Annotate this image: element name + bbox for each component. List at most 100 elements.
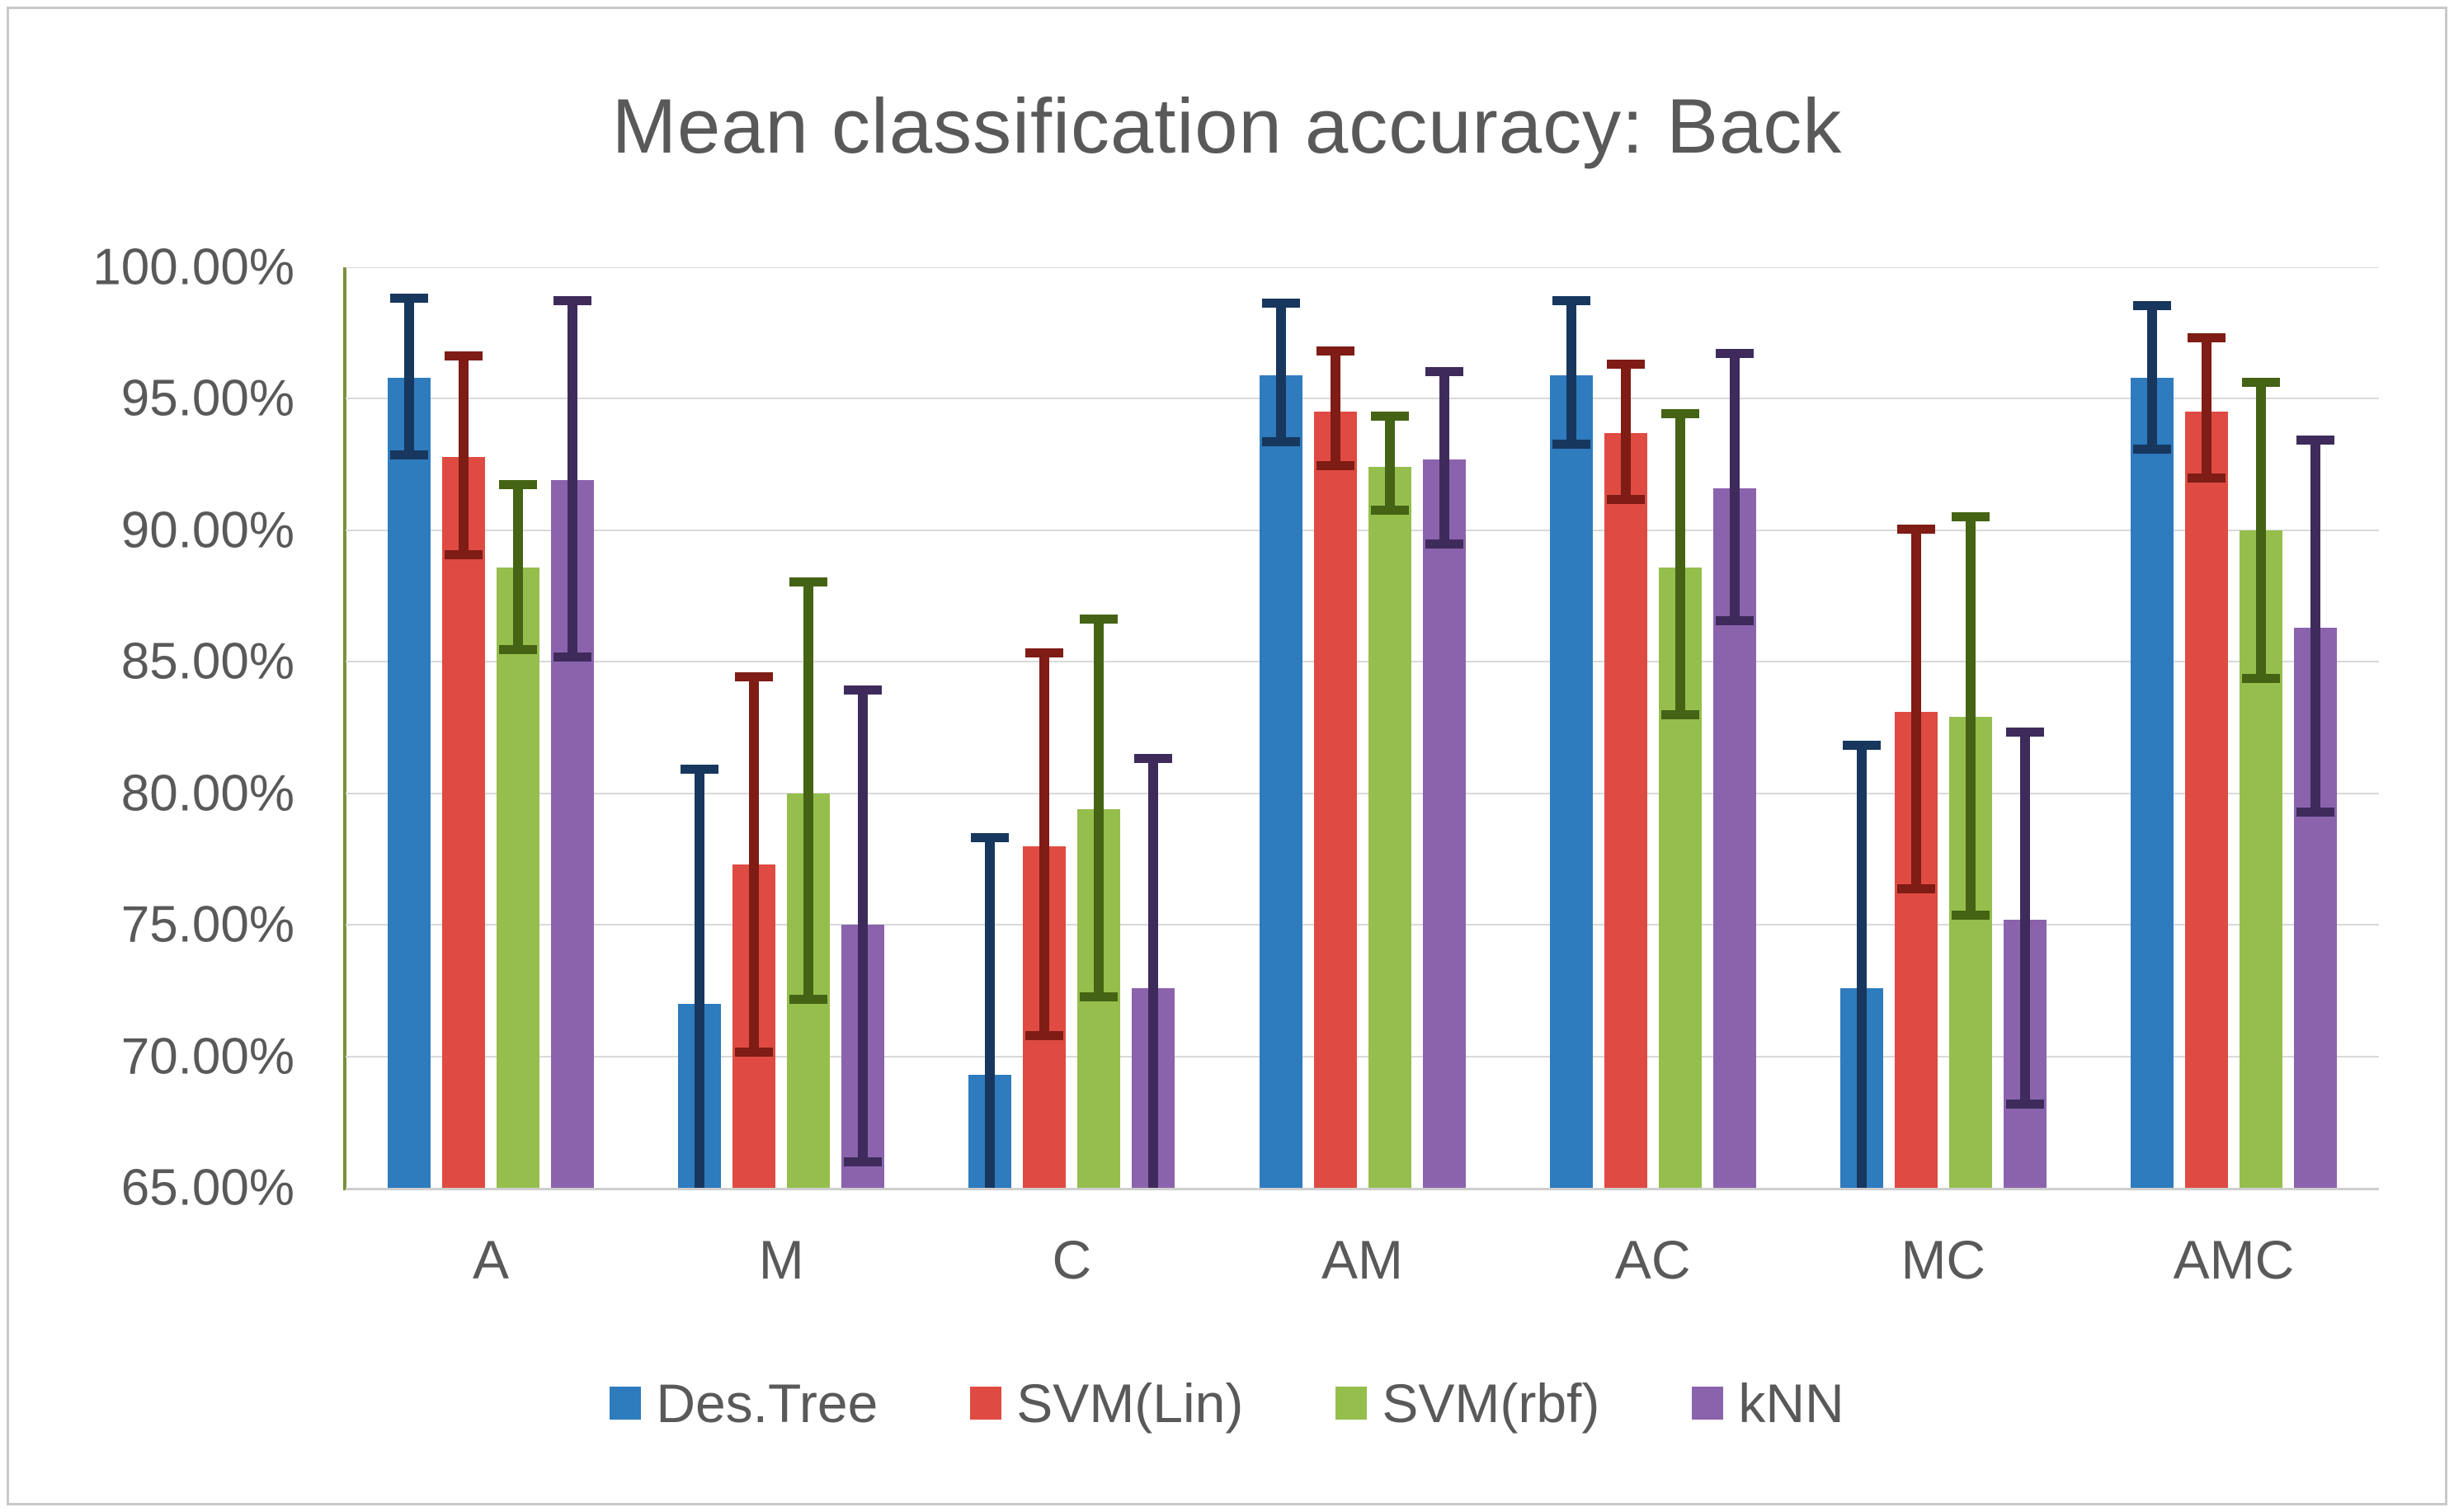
y-tick-label: 80.00%: [120, 765, 294, 822]
error-bar-cap-bottom: [445, 549, 483, 559]
error-bar-cap-bottom: [2005, 1100, 2044, 1109]
legend-label: SVM(rbf): [1382, 1373, 1600, 1434]
error-bar-cap-top: [1261, 299, 1300, 309]
error-bar-line: [2310, 436, 2320, 817]
legend-item-svm-lin-: SVM(Lin): [970, 1372, 1243, 1434]
y-tick-label: 85.00%: [120, 633, 294, 690]
error-bar-cap-bottom: [1552, 440, 1590, 449]
error-bar-line: [695, 764, 705, 1188]
error-bar-cap-bottom: [735, 1047, 774, 1057]
y-tick-label: 65.00%: [120, 1159, 294, 1217]
error-bar-cap-top: [2241, 377, 2280, 387]
error-bar-cap-bottom: [1316, 460, 1354, 470]
bar-svm-rbf--a: [497, 567, 540, 1188]
error-bar-cap-bottom: [1951, 910, 1990, 920]
legend-swatch: [970, 1387, 1002, 1420]
error-bar-line: [513, 480, 524, 654]
error-bar-line: [1039, 648, 1050, 1041]
error-bar-line: [1856, 740, 1867, 1188]
error-bar-cap-bottom: [844, 1157, 883, 1167]
error-bar-cap-top: [2005, 728, 2044, 737]
x-category-label: MC: [1901, 1229, 1986, 1290]
error-bar-cap-top: [1606, 359, 1645, 369]
error-bar-cap-top: [735, 672, 774, 682]
gridline: [346, 398, 2379, 400]
legend-label: kNN: [1738, 1373, 1844, 1434]
plot-area: [346, 267, 2379, 1188]
legend-label: Des.Tree: [656, 1373, 878, 1434]
legend-item-knn: kNN: [1692, 1372, 1844, 1434]
x-category-label: AC: [1614, 1229, 1691, 1290]
y-tick-label: 75.00%: [120, 896, 294, 954]
error-bar-cap-top: [1951, 511, 1990, 521]
x-axis-line: [346, 1188, 2379, 1190]
legend-swatch: [1335, 1387, 1368, 1420]
error-bar-line: [803, 577, 814, 1004]
error-bar-cap-top: [2187, 332, 2226, 342]
y-tick-label: 90.00%: [120, 502, 294, 559]
error-bar-cap-top: [2296, 436, 2334, 445]
legend-swatch: [1692, 1387, 1724, 1420]
error-bar-line: [1384, 412, 1395, 515]
bar-knn-am: [1422, 459, 1466, 1188]
gridline: [346, 529, 2379, 531]
legend-swatch: [610, 1387, 642, 1420]
chart-border: Mean classification accuracy: Back 100.0…: [7, 7, 2447, 1505]
error-bar-line: [749, 672, 760, 1057]
bar-svm-rbf--am: [1368, 467, 1411, 1188]
error-bar-cap-bottom: [2132, 445, 2171, 455]
bar-des-tree-ac: [1549, 374, 1593, 1188]
error-bar-cap-top: [1025, 648, 1064, 658]
error-bar-line: [2146, 301, 2157, 455]
error-bar-cap-top: [1316, 346, 1354, 356]
bar-svm-lin--ac: [1604, 432, 1647, 1188]
bar-des-tree-amc: [2130, 377, 2174, 1188]
error-bar-line: [1439, 367, 1449, 549]
gridline: [346, 267, 2379, 268]
error-bar-line: [459, 351, 469, 559]
error-bar-line: [2201, 332, 2211, 483]
error-bar-cap-bottom: [1370, 505, 1409, 515]
x-category-label: AMC: [2173, 1229, 2295, 1290]
error-bar-cap-top: [971, 832, 1010, 842]
gridline: [346, 1055, 2379, 1057]
error-bar-cap-bottom: [1896, 883, 1935, 893]
legend-item-des-tree: Des.Tree: [610, 1372, 878, 1434]
error-bar-cap-top: [2132, 301, 2171, 311]
error-bar-cap-top: [1842, 740, 1881, 750]
y-tick-label: 70.00%: [120, 1028, 294, 1086]
error-bar-line: [1275, 299, 1286, 446]
error-bar-line: [568, 296, 578, 662]
error-bar-line: [1910, 525, 1921, 893]
error-bar-line: [1729, 348, 1740, 625]
error-bar-cap-bottom: [2187, 473, 2226, 483]
x-category-label: C: [1052, 1229, 1092, 1290]
error-bar-cap-bottom: [390, 450, 429, 459]
error-bar-cap-top: [1715, 348, 1754, 358]
error-bar-line: [1330, 346, 1340, 470]
error-bar-cap-bottom: [1715, 615, 1754, 625]
error-bar-cap-bottom: [1660, 710, 1699, 720]
error-bar-line: [858, 685, 869, 1167]
gridline: [346, 661, 2379, 663]
y-tick-label: 100.00%: [92, 238, 294, 296]
y-axis-line: [343, 267, 346, 1190]
bar-des-tree-am: [1259, 374, 1302, 1188]
error-bar-cap-top: [681, 764, 719, 774]
gridline: [346, 924, 2379, 926]
error-bar-cap-bottom: [2296, 808, 2334, 817]
legend-item-svm-rbf-: SVM(rbf): [1335, 1372, 1599, 1434]
error-bar-line: [1148, 753, 1159, 1188]
error-bar-cap-bottom: [499, 644, 538, 654]
error-bar-cap-top: [1552, 296, 1590, 306]
error-bar-line: [404, 293, 415, 459]
x-category-label: A: [473, 1229, 510, 1290]
error-bar-cap-top: [789, 577, 828, 587]
error-bar-line: [1094, 614, 1105, 1001]
error-bar-cap-top: [1370, 412, 1409, 422]
error-bar-line: [2255, 377, 2266, 683]
error-bar-line: [1566, 296, 1576, 449]
y-tick-label: 95.00%: [120, 370, 294, 427]
error-bar-cap-top: [1080, 614, 1119, 624]
error-bar-cap-bottom: [789, 994, 828, 1004]
